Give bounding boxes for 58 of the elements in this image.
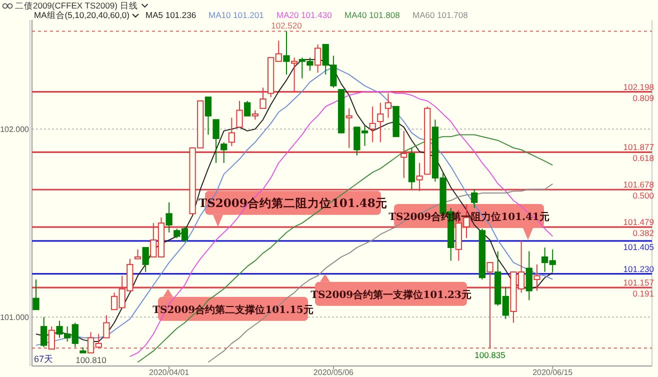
ref-line-label: 101.230 (623, 264, 654, 274)
ref-line-label: 101.479 (623, 217, 654, 228)
candlestick (486, 262, 494, 349)
x-tick-label: 2020/06/15 (532, 368, 574, 377)
candlestick (244, 100, 251, 116)
annotation: 0.382 (632, 228, 654, 238)
legend-title: MA组合(5,10,20,40,60,0) (34, 10, 130, 20)
candlestick (48, 326, 55, 350)
candlestick (416, 162, 423, 192)
text: MA20 101.430 (276, 10, 332, 20)
ref-line-label: 101.157 (623, 278, 654, 288)
ref-line-label: 101.678 (623, 180, 654, 190)
candlestick (283, 30, 290, 76)
x-tick-label: 2020/04/01 (149, 368, 190, 377)
candlestick (228, 117, 236, 146)
annotation: 0.809 (632, 92, 654, 103)
chart-title: 二债2009(CFFEX TS2009) 日线 (15, 0, 138, 10)
candlestick (103, 314, 110, 338)
ref-line-label: 101.877 (623, 142, 654, 152)
annotation: 100.810 (76, 354, 107, 365)
candlestick (40, 316, 48, 348)
candlestick (142, 247, 149, 272)
ref-line-label: 102.520 (271, 20, 302, 30)
candlestick (346, 108, 352, 148)
legend-label: MA5 101.236 (146, 10, 196, 20)
candlestick (534, 264, 540, 292)
candlestick (252, 110, 258, 120)
candlestick (236, 100, 243, 128)
line-series (137, 134, 554, 363)
candlestick (220, 142, 228, 164)
candlestick (384, 92, 392, 118)
text: MA10 101.201 (208, 10, 264, 20)
annotation: 0.500 (632, 190, 654, 201)
candlestick (290, 57, 298, 92)
text: MA40 101.808 (344, 10, 400, 20)
candlestick (212, 119, 220, 164)
candlestick (134, 248, 142, 260)
y-tick-label: 101.000 (0, 313, 30, 322)
annotation: 0.191 (632, 288, 654, 299)
candlestick (32, 279, 40, 310)
y-tick-label: 102.000 (0, 125, 30, 134)
candlestick (314, 44, 322, 74)
candlestick (260, 87, 266, 109)
annotation: 0.618 (632, 153, 654, 164)
ref-line-label: 100.835 (474, 350, 506, 360)
candlestick (400, 130, 408, 178)
text: MA60 101.708 (412, 10, 468, 20)
candlestick (471, 188, 478, 209)
x-tick-label: 2020/05/06 (313, 368, 354, 377)
ref-line-label: 102.198 (623, 82, 654, 92)
candlestick (204, 96, 212, 136)
candlestick (369, 106, 376, 143)
ref-line-label: 101.405 (623, 242, 654, 252)
candlestick (166, 202, 172, 233)
candlestick (526, 250, 532, 301)
candlestick (377, 102, 384, 143)
annotation: 67天 (34, 354, 54, 364)
line-series (129, 90, 554, 358)
